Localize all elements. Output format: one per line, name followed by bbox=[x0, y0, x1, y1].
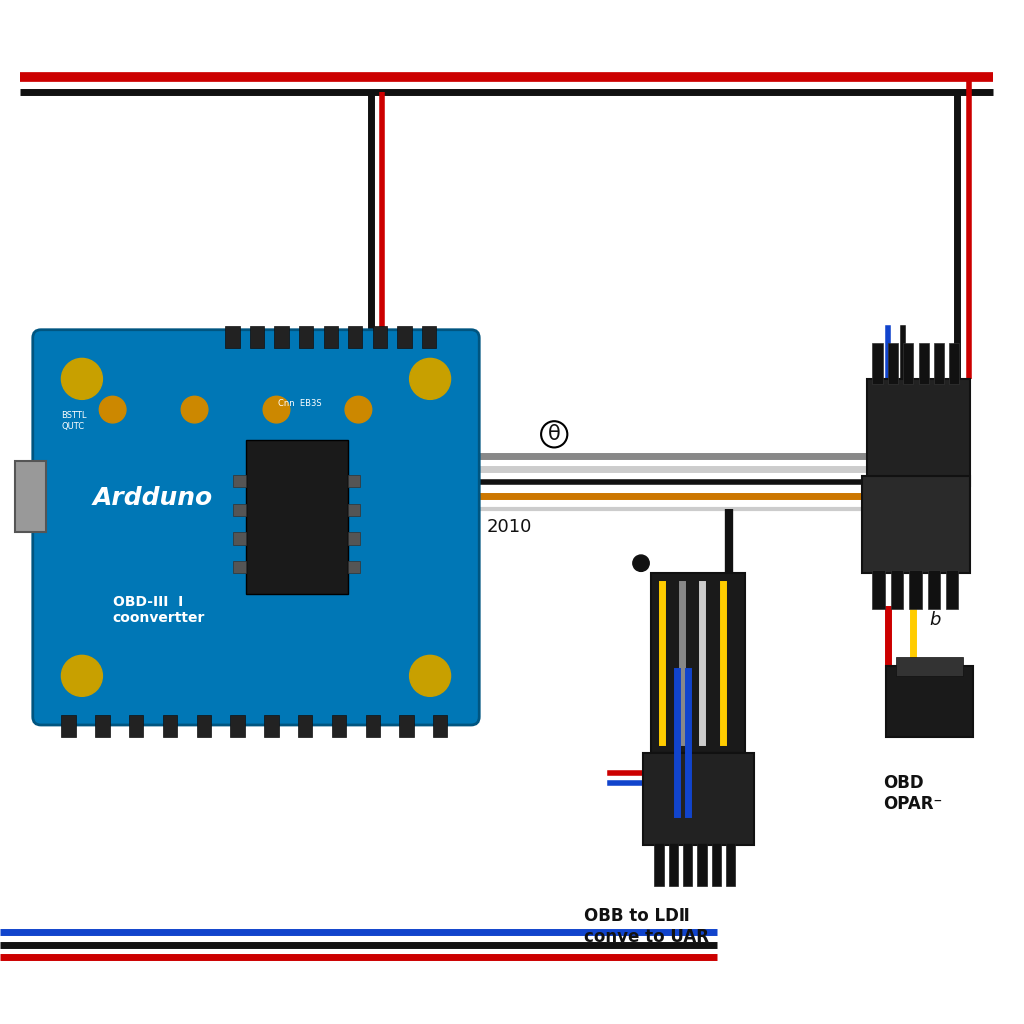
Bar bbox=[422, 326, 436, 348]
Text: b: b bbox=[930, 610, 941, 629]
Circle shape bbox=[633, 555, 649, 571]
Bar bbox=[163, 715, 177, 737]
Text: θ: θ bbox=[548, 424, 560, 444]
Bar bbox=[643, 753, 754, 845]
Bar bbox=[348, 475, 360, 487]
Text: OBD
OPAR⁻: OBD OPAR⁻ bbox=[883, 774, 942, 813]
Bar bbox=[867, 379, 970, 486]
Bar bbox=[15, 461, 46, 532]
Bar bbox=[712, 843, 721, 886]
Text: BSTTL
QUTC: BSTTL QUTC bbox=[61, 412, 87, 431]
Bar bbox=[197, 715, 211, 737]
Bar bbox=[888, 343, 898, 384]
Bar bbox=[934, 343, 944, 384]
Bar bbox=[928, 570, 940, 609]
Bar bbox=[246, 440, 348, 594]
Bar bbox=[373, 326, 387, 348]
Bar bbox=[726, 843, 735, 886]
Bar bbox=[862, 476, 970, 573]
Bar bbox=[909, 570, 922, 609]
Circle shape bbox=[410, 358, 451, 399]
Bar bbox=[230, 715, 245, 737]
Bar bbox=[61, 715, 76, 737]
Bar bbox=[683, 843, 692, 886]
Bar bbox=[332, 715, 346, 737]
Bar bbox=[274, 326, 289, 348]
Bar bbox=[946, 570, 958, 609]
Bar bbox=[697, 843, 707, 886]
Bar bbox=[891, 570, 903, 609]
Circle shape bbox=[61, 358, 102, 399]
Bar bbox=[872, 570, 885, 609]
Bar bbox=[299, 326, 313, 348]
Bar bbox=[903, 343, 913, 384]
Bar bbox=[896, 657, 963, 676]
Circle shape bbox=[61, 655, 102, 696]
Bar bbox=[433, 715, 447, 737]
Bar bbox=[233, 532, 246, 545]
Circle shape bbox=[410, 655, 451, 696]
Bar bbox=[264, 715, 279, 737]
Bar bbox=[348, 504, 360, 516]
Bar bbox=[233, 504, 246, 516]
Bar bbox=[233, 475, 246, 487]
Circle shape bbox=[181, 396, 208, 423]
Bar bbox=[95, 715, 110, 737]
Bar bbox=[250, 326, 264, 348]
Text: OBD-III  I
coonvertter: OBD-III I coonvertter bbox=[113, 595, 205, 625]
Bar bbox=[348, 561, 360, 573]
Bar bbox=[324, 326, 338, 348]
Bar bbox=[872, 343, 883, 384]
Text: Cnn  EB3S: Cnn EB3S bbox=[278, 399, 322, 409]
Bar bbox=[233, 561, 246, 573]
Bar bbox=[669, 843, 678, 886]
Bar bbox=[886, 666, 973, 737]
Bar bbox=[225, 326, 240, 348]
Bar bbox=[397, 326, 412, 348]
Bar bbox=[399, 715, 414, 737]
Bar bbox=[949, 343, 959, 384]
Circle shape bbox=[345, 396, 372, 423]
Circle shape bbox=[99, 396, 126, 423]
Bar bbox=[298, 715, 312, 737]
Text: OBB to LDⅡ
conve to UAR: OBB to LDⅡ conve to UAR bbox=[584, 907, 709, 946]
FancyBboxPatch shape bbox=[33, 330, 479, 725]
Bar bbox=[919, 343, 929, 384]
Text: 2010: 2010 bbox=[486, 518, 531, 537]
Bar bbox=[654, 843, 664, 886]
Bar bbox=[651, 573, 745, 753]
Text: Ardduno: Ardduno bbox=[92, 485, 212, 510]
Circle shape bbox=[263, 396, 290, 423]
Bar bbox=[366, 715, 380, 737]
Bar bbox=[348, 532, 360, 545]
Bar bbox=[348, 326, 362, 348]
Bar bbox=[129, 715, 143, 737]
